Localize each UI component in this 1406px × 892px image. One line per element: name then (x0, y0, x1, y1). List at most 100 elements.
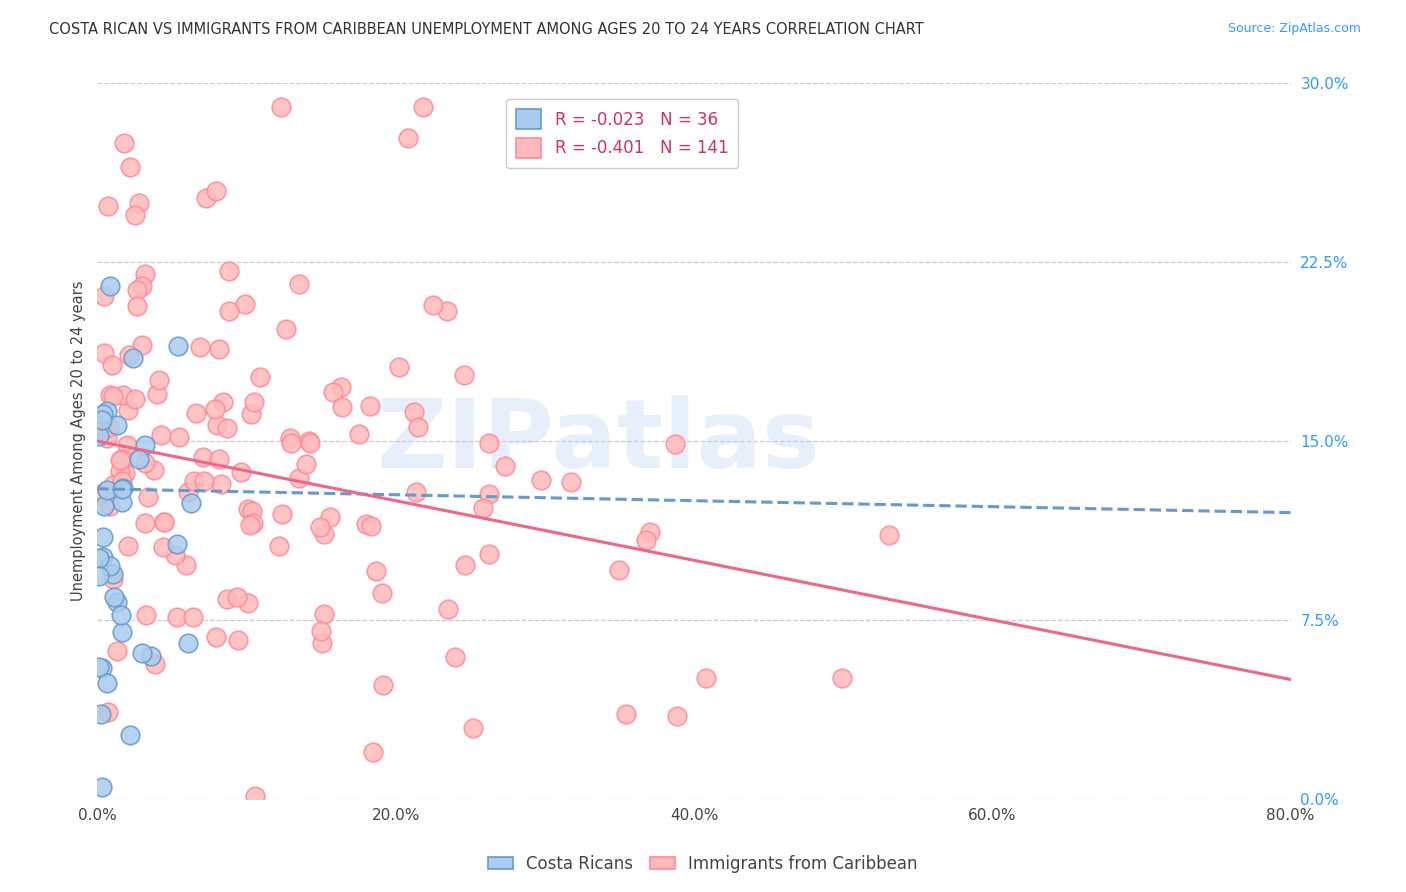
Point (108, 464, 131, 478)
Point (243, 395, 266, 409)
Point (311, 636, 333, 650)
Point (153, 515, 176, 529)
Point (242, 516, 264, 530)
Point (90, 706, 112, 721)
Point (114, 466, 136, 480)
Point (233, 297, 256, 311)
Point (87, 550, 110, 565)
Point (90, 780, 112, 794)
Point (98, 388, 121, 402)
Point (294, 458, 316, 472)
Point (208, 342, 231, 356)
Point (177, 636, 200, 650)
Point (308, 520, 330, 534)
Point (209, 477, 232, 491)
Point (134, 516, 156, 530)
Point (243, 789, 266, 804)
Point (176, 485, 198, 500)
Point (91, 530, 114, 544)
Point (153, 516, 176, 530)
Point (166, 537, 188, 551)
Point (146, 387, 169, 401)
Point (270, 100, 292, 114)
Point (135, 608, 157, 623)
Text: COSTA RICAN VS IMMIGRANTS FROM CARIBBEAN UNEMPLOYMENT AMONG AGES 20 TO 24 YEARS : COSTA RICAN VS IMMIGRANTS FROM CARIBBEAN… (49, 22, 924, 37)
Point (249, 370, 271, 384)
Point (422, 297, 444, 311)
Point (111, 481, 134, 495)
Point (89, 569, 111, 583)
Point (314, 607, 336, 622)
Point (436, 601, 458, 615)
Point (117, 403, 139, 417)
Point (112, 388, 135, 402)
Point (111, 475, 134, 489)
Point (91, 413, 114, 427)
Point (115, 437, 138, 451)
Point (443, 649, 465, 664)
Point (134, 267, 156, 281)
Point (638, 525, 661, 540)
Point (188, 340, 211, 354)
Point (877, 527, 900, 541)
Point (149, 428, 172, 442)
Point (148, 373, 170, 387)
Point (229, 465, 252, 479)
Point (134, 438, 156, 452)
Y-axis label: Unemployment Among Ages 20 to 24 years: Unemployment Among Ages 20 to 24 years (72, 281, 86, 601)
Point (208, 451, 231, 466)
Point (695, 672, 717, 686)
Point (530, 474, 553, 488)
Point (108, 452, 131, 467)
Point (97, 199, 120, 213)
Point (478, 436, 501, 450)
Point (371, 678, 394, 692)
Point (664, 436, 686, 450)
Point (134, 456, 156, 470)
Point (101, 572, 124, 586)
Point (96, 676, 118, 690)
Point (194, 191, 217, 205)
Point (215, 592, 238, 607)
Point (152, 540, 174, 554)
Point (103, 590, 125, 604)
Point (406, 420, 429, 434)
Legend: Costa Ricans, Immigrants from Caribbean: Costa Ricans, Immigrants from Caribbean (481, 848, 925, 880)
Point (329, 380, 352, 394)
Point (267, 539, 290, 553)
Point (174, 558, 197, 572)
Point (276, 322, 298, 336)
Point (193, 474, 215, 488)
Point (128, 195, 150, 210)
Point (101, 477, 124, 491)
Point (181, 610, 204, 624)
Point (91, 549, 114, 564)
Point (105, 595, 128, 609)
Point (217, 421, 239, 435)
Point (107, 644, 129, 658)
Point (131, 646, 153, 660)
Point (471, 500, 494, 515)
Point (312, 527, 335, 541)
Point (396, 131, 419, 145)
Point (239, 407, 262, 421)
Point (136, 490, 159, 504)
Point (226, 633, 249, 648)
Point (361, 745, 384, 759)
Point (143, 657, 166, 671)
Point (402, 405, 425, 419)
Point (360, 519, 382, 533)
Point (96, 706, 118, 720)
Point (186, 406, 208, 420)
Point (120, 160, 142, 174)
Point (278, 431, 301, 445)
Point (128, 451, 150, 466)
Point (93, 499, 115, 513)
Point (831, 671, 853, 685)
Point (478, 548, 501, 562)
Point (560, 475, 582, 490)
Point (111, 624, 134, 639)
Point (167, 339, 190, 353)
Text: Source: ZipAtlas.com: Source: ZipAtlas.com (1227, 22, 1361, 36)
Point (183, 474, 205, 488)
